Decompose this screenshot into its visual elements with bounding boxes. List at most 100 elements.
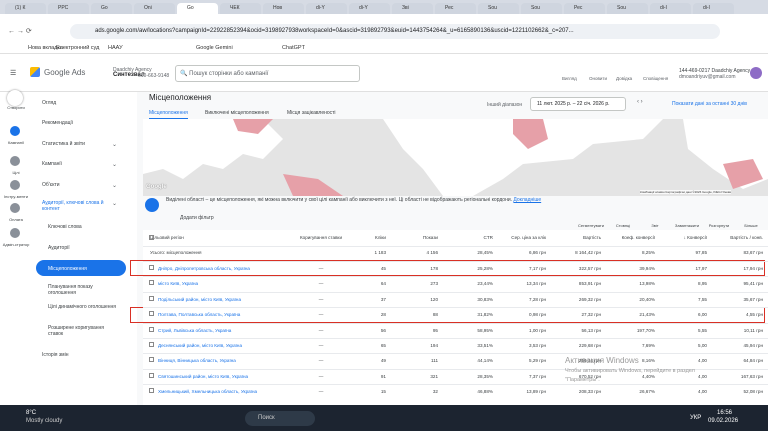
cell[interactable]: Деснянський район, місто Київ, Україна [158, 343, 242, 348]
view-tab[interactable]: Місця зацікавленості [287, 110, 336, 118]
weather-text: Mostly cloudy [26, 418, 62, 424]
header-icon[interactable]: Вигляд [562, 76, 577, 81]
checkbox[interactable] [149, 327, 154, 332]
avatar[interactable] [750, 67, 762, 79]
toolbar-button[interactable]: Сегментувати [575, 223, 607, 228]
header-cell: Вартість [548, 235, 601, 240]
tab[interactable]: Sou [607, 3, 648, 14]
cell[interactable]: Подільський район, місто Київ, Україна [158, 297, 241, 302]
cell: 0,98 грн [493, 312, 546, 317]
checkbox[interactable] [149, 235, 154, 240]
checkbox[interactable] [149, 357, 154, 362]
toolbar-button[interactable]: Більше [735, 223, 767, 228]
tab[interactable]: Рес [564, 3, 605, 14]
rail-label[interactable]: Оплата [2, 217, 30, 222]
nav-item[interactable]: Кампанії [42, 161, 114, 167]
toolbar-button[interactable]: Стовпці [607, 223, 639, 228]
tab[interactable]: Sou [521, 3, 562, 14]
tab[interactable]: di-I [650, 3, 691, 14]
cell[interactable]: місто Київ, Україна [158, 281, 198, 286]
taskbar-search[interactable] [245, 411, 315, 426]
cell[interactable]: Святошинський район, місто Київ, Україна [158, 374, 248, 379]
tab[interactable]: Oni [134, 3, 175, 14]
checkbox[interactable] [149, 373, 154, 378]
checkbox[interactable] [149, 265, 154, 270]
bookmark[interactable]: Google Gemini [196, 45, 233, 51]
add-filter[interactable]: Додати фільтр [180, 215, 214, 221]
nav-item[interactable]: Статистика й звіти [42, 141, 114, 147]
tab[interactable]: di-Y [306, 3, 347, 14]
rail-icon[interactable] [7, 90, 23, 106]
last30-link[interactable]: Показати дані за останні 30 днів [672, 101, 747, 107]
toolbar-button[interactable]: Звіт [639, 223, 671, 228]
tab[interactable]: di-Y [349, 3, 390, 14]
tab[interactable]: Рес [435, 3, 476, 14]
rail-icon[interactable] [10, 156, 20, 166]
toolbar-button[interactable]: Розгорнути [703, 223, 735, 228]
rail-label[interactable]: Адмін-стратор [2, 242, 30, 247]
rail-icon[interactable] [10, 203, 20, 213]
nav-item[interactable]: Об'єкти [42, 182, 114, 188]
nav-item[interactable]: Розширене коригування ставок [48, 325, 120, 337]
rail-label[interactable]: Кампанії [2, 140, 30, 145]
cell[interactable]: Стрий, Львівська область, Україна [158, 328, 231, 333]
tab[interactable]: ЧЕК [220, 3, 261, 14]
nav-item[interactable]: Аудиторії, ключові слова й контент [42, 200, 114, 212]
view-tab[interactable]: Виключені місцеположення [205, 110, 269, 118]
cell[interactable]: Полтава, Полтавська область, Україна [158, 312, 240, 317]
nav-item[interactable]: Огляд [42, 100, 114, 106]
checkbox[interactable] [149, 388, 154, 393]
nav-item[interactable]: Аудиторії [48, 245, 120, 251]
rail-label[interactable]: Цілі [2, 170, 30, 175]
nav-item[interactable]: Рекомендації [42, 120, 114, 126]
nav-buttons[interactable]: ← → ⟳ [8, 27, 32, 35]
cell: 56,13 грн [548, 328, 601, 333]
cell[interactable]: Вінниця, Вінницька область, Україна [158, 358, 236, 363]
bookmark[interactable]: ChatGPT [282, 45, 305, 51]
menu-icon[interactable]: ☰ [10, 69, 16, 77]
tab[interactable]: Go [91, 3, 132, 14]
rail-icon[interactable] [10, 126, 20, 136]
tab[interactable]: Sou [478, 3, 519, 14]
tab[interactable]: di-I [693, 3, 734, 14]
cell: 58,95% [440, 328, 493, 333]
edit-button[interactable] [145, 198, 159, 212]
bookmark[interactable]: Електронний суд [56, 45, 99, 51]
nav-item[interactable]: Ключові слова [48, 224, 120, 230]
nav-item[interactable]: Планування показу оголошення [48, 284, 120, 296]
nav-chevron[interactable]: ⌄ [112, 161, 117, 168]
nav-chevron[interactable]: ⌄ [112, 200, 117, 207]
watermark: Активация Windows [565, 356, 639, 365]
url[interactable]: ads.google.com/aw/locations?campaignId=2… [95, 28, 574, 34]
nav-chevron[interactable]: ⌄ [112, 182, 117, 189]
header-icon[interactable]: Довідка [616, 76, 632, 81]
tab[interactable]: PPC [48, 3, 89, 14]
nav-item[interactable]: Історія змін [42, 352, 114, 358]
date-arrows[interactable]: ‹ › [637, 99, 643, 105]
nav-item[interactable]: Цілі динамічного оголошення [48, 304, 120, 310]
bookmark[interactable]: НААУ [108, 45, 123, 51]
rail-icon[interactable] [10, 180, 20, 190]
nav-item[interactable]: Місцеположення [48, 266, 120, 272]
rail-icon[interactable] [10, 228, 20, 238]
tab[interactable]: Go [177, 3, 218, 14]
checkbox[interactable] [149, 296, 154, 301]
nav-chevron[interactable]: ⌄ [112, 141, 117, 148]
cell[interactable]: Дніпро, Дніпропетровська область, Україн… [158, 266, 250, 271]
rail-label[interactable]: Створити [2, 105, 30, 110]
header-icon[interactable]: Сповіщення [643, 76, 668, 81]
checkbox[interactable] [149, 280, 154, 285]
toolbar-button[interactable]: Завантажити [671, 223, 703, 228]
info-link[interactable]: Докладніше [513, 197, 541, 203]
cell[interactable]: Хмельницький, Хмельницька область, Украї… [158, 389, 257, 394]
tab[interactable]: Нов [263, 3, 304, 14]
tab[interactable]: (1) К [5, 3, 46, 14]
view-tab[interactable]: Місцеположення [149, 110, 188, 119]
tab[interactable]: Зві [392, 3, 433, 14]
checkbox[interactable] [149, 342, 154, 347]
checkbox[interactable] [149, 311, 154, 316]
rail-label[interactable]: Інстру-менти [2, 194, 30, 199]
lang[interactable]: УКР [690, 415, 701, 421]
row-border [143, 292, 768, 293]
header-icon[interactable]: Оновити [589, 76, 607, 81]
